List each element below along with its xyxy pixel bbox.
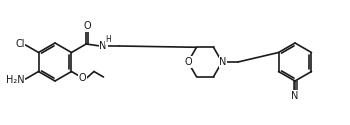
Text: O: O bbox=[184, 57, 192, 67]
Text: H₂N: H₂N bbox=[6, 75, 24, 85]
Text: N: N bbox=[219, 57, 227, 67]
Text: O: O bbox=[79, 73, 86, 83]
Text: H: H bbox=[105, 36, 111, 44]
Text: N: N bbox=[99, 41, 107, 51]
Text: Cl: Cl bbox=[15, 39, 24, 49]
Text: O: O bbox=[83, 21, 91, 31]
Text: N: N bbox=[291, 91, 299, 101]
